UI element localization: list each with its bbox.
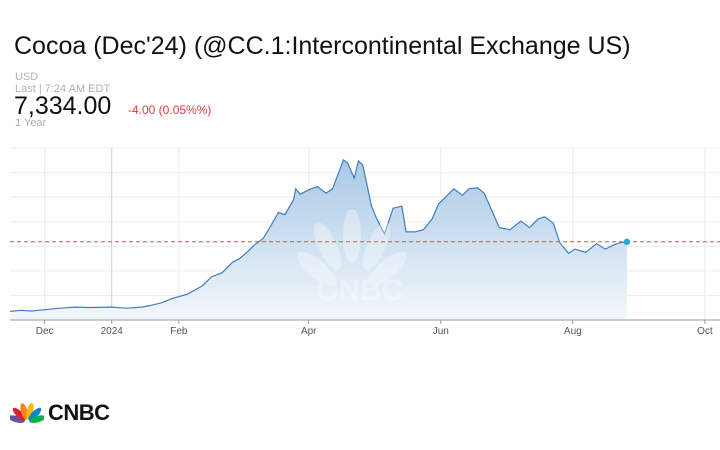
x-tick-label: Aug [564,326,582,337]
nbc-peacock-icon [10,403,44,423]
currency-label: USD [15,71,39,83]
x-tick-label: Jun [433,326,449,337]
x-tick-label: Apr [301,326,317,337]
x-tick-label: 2024 [101,326,124,337]
last-price: 7,334.00 [14,92,112,120]
current-price-marker [623,238,631,246]
cnbc-logo: CNBC [10,400,110,426]
x-tick-label: Oct [697,326,713,337]
brand-name: CNBC [48,400,110,425]
watermark-peacock-icon [297,209,407,286]
x-tick-label: Dec [36,326,54,337]
period-label: 1 Year [15,117,47,129]
price-line [9,158,627,312]
x-tick-label: Feb [170,326,188,337]
page-title: Cocoa (Dec'24) (@CC.1:Intercontinental E… [14,32,631,60]
chart-watermark: CNBC [317,274,404,307]
price-change: -4.00 (0.05%%) [128,103,212,117]
last-update-label: Last | 7:24 AM EDT [15,83,111,95]
price-area [10,159,627,320]
